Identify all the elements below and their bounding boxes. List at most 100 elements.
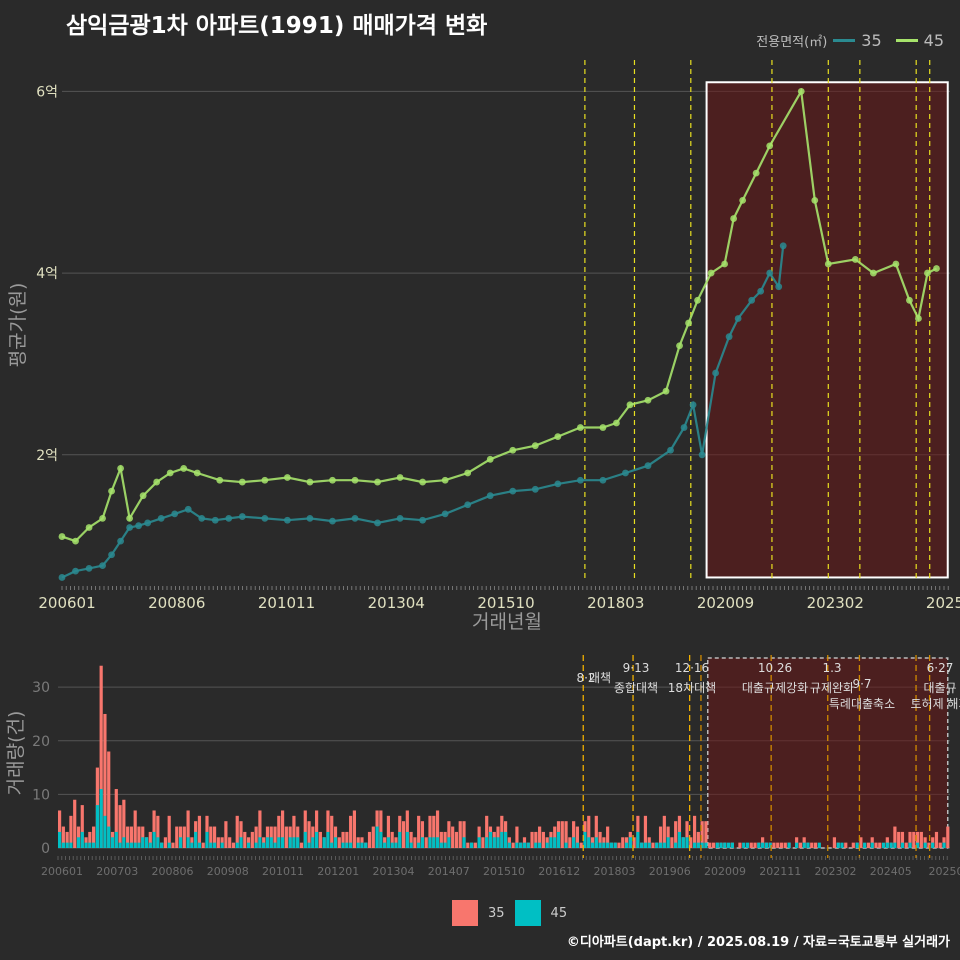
volume-bar-45 bbox=[477, 837, 481, 848]
volume-bar-35 bbox=[341, 831, 345, 848]
data-point-35 bbox=[509, 487, 517, 495]
data-point-45 bbox=[180, 465, 188, 472]
volume-x-tick-label: 200908 bbox=[207, 865, 249, 878]
data-point-45 bbox=[824, 260, 832, 268]
volume-bar-45 bbox=[556, 831, 561, 848]
volume-bar-35 bbox=[273, 826, 277, 848]
policy-text-label: 대책 bbox=[589, 670, 611, 685]
volume-bar-35 bbox=[779, 842, 784, 848]
volume-bar-35 bbox=[258, 810, 262, 848]
volume-bar-35 bbox=[435, 810, 440, 848]
volume-bar-35 bbox=[859, 837, 863, 848]
data-point-35 bbox=[108, 551, 115, 559]
volume-x-tick-label: 200806 bbox=[152, 865, 194, 878]
volume-bar-45 bbox=[507, 842, 511, 848]
x-tick-label: 2025 bbox=[926, 594, 960, 612]
volume-bar-45 bbox=[178, 837, 183, 848]
data-point-35 bbox=[351, 514, 359, 522]
volume-bar-35 bbox=[443, 831, 447, 848]
volume-bar-35 bbox=[171, 842, 175, 848]
data-point-45 bbox=[486, 455, 494, 463]
volume-bar-35 bbox=[73, 799, 77, 848]
data-point-45 bbox=[915, 315, 922, 322]
volume-bar-45 bbox=[727, 842, 731, 848]
volume-bar-35 bbox=[874, 842, 878, 848]
volume-bar-45 bbox=[420, 837, 425, 848]
volume-bar-45 bbox=[386, 837, 391, 848]
volume-bar-35 bbox=[749, 842, 753, 848]
volume-bar-45 bbox=[802, 842, 806, 848]
volume-bar-45 bbox=[212, 842, 217, 848]
volume-bar-45 bbox=[534, 842, 538, 848]
x-tick-label: 201304 bbox=[368, 594, 425, 612]
data-point-45 bbox=[613, 419, 620, 427]
volume-bar-35 bbox=[897, 831, 901, 848]
volume-bar-45 bbox=[923, 842, 927, 848]
legend-label-35: 35 bbox=[861, 31, 882, 50]
volume-bar-45 bbox=[315, 831, 319, 848]
policy-text-label: 토허제 해지 bbox=[910, 697, 960, 711]
data-point-35 bbox=[734, 315, 742, 322]
volume-bar-45 bbox=[205, 831, 209, 848]
volume-bar-35 bbox=[783, 842, 787, 848]
data-point-35 bbox=[554, 480, 562, 488]
volume-bar-45 bbox=[564, 842, 568, 848]
volume-bar-45 bbox=[84, 842, 88, 848]
volume-bar-35 bbox=[904, 842, 908, 848]
volume-bar-35 bbox=[424, 837, 428, 848]
volume-x-tick-label: 201510 bbox=[483, 865, 525, 878]
volume-bar-45 bbox=[69, 842, 73, 848]
volume-bar-45 bbox=[462, 837, 466, 848]
legend-title: 전용면적(㎡) bbox=[756, 35, 828, 50]
data-point-45 bbox=[531, 442, 539, 450]
volume-bar-45 bbox=[307, 842, 311, 848]
legend-bottom-label-35: 35 bbox=[488, 905, 505, 921]
volume-bar-45 bbox=[277, 837, 281, 848]
data-point-45 bbox=[766, 142, 774, 150]
volume-bar-45 bbox=[885, 842, 889, 848]
data-point-45 bbox=[99, 514, 106, 522]
data-point-35 bbox=[283, 516, 291, 524]
volume-bar-45 bbox=[167, 842, 171, 848]
data-point-35 bbox=[599, 476, 607, 484]
data-point-35 bbox=[441, 510, 449, 518]
volume-bar-35 bbox=[118, 805, 122, 848]
volume-bar-45 bbox=[262, 842, 266, 848]
volume-bar-45 bbox=[840, 842, 844, 848]
volume-bar-45 bbox=[643, 842, 648, 848]
volume-bar-45 bbox=[606, 842, 610, 848]
volume-bar-35 bbox=[711, 842, 716, 848]
volume-bar-45 bbox=[719, 842, 723, 848]
volume-bar-45 bbox=[485, 837, 489, 848]
volume-bar-35 bbox=[912, 831, 916, 848]
volume-bar-35 bbox=[919, 831, 923, 848]
data-point-35 bbox=[779, 242, 787, 250]
data-point-35 bbox=[622, 469, 629, 477]
data-point-45 bbox=[261, 476, 269, 484]
x-axis-label: 거래년월 bbox=[472, 611, 542, 633]
data-point-45 bbox=[238, 478, 246, 486]
volume-x-tick-label: 201407 bbox=[428, 865, 470, 878]
volume-x-tick-label: 201803 bbox=[594, 865, 636, 878]
data-point-35 bbox=[576, 476, 584, 484]
volume-bar-45 bbox=[152, 831, 156, 848]
policy-text-label: 종합대책 bbox=[614, 680, 658, 695]
data-point-35 bbox=[667, 446, 674, 454]
volume-bar-35 bbox=[541, 831, 545, 848]
volume-bar-45 bbox=[356, 842, 360, 848]
volume-bar-35 bbox=[866, 842, 871, 848]
volume-bar-35 bbox=[186, 810, 190, 848]
volume-bar-35 bbox=[303, 810, 307, 848]
volume-bar-45 bbox=[545, 842, 549, 848]
data-point-35 bbox=[211, 516, 219, 524]
data-point-35 bbox=[184, 505, 192, 513]
volume-bar-45 bbox=[590, 842, 595, 848]
data-point-35 bbox=[748, 296, 756, 304]
volume-bar-45 bbox=[572, 837, 576, 848]
volume-bar-45 bbox=[375, 826, 379, 848]
y-tick-label: 4억 bbox=[36, 266, 58, 282]
data-point-45 bbox=[576, 424, 584, 431]
volume-bar-45 bbox=[220, 842, 224, 848]
volume-bar-45 bbox=[942, 842, 946, 848]
policy-date-label: 6·27 bbox=[927, 661, 954, 675]
